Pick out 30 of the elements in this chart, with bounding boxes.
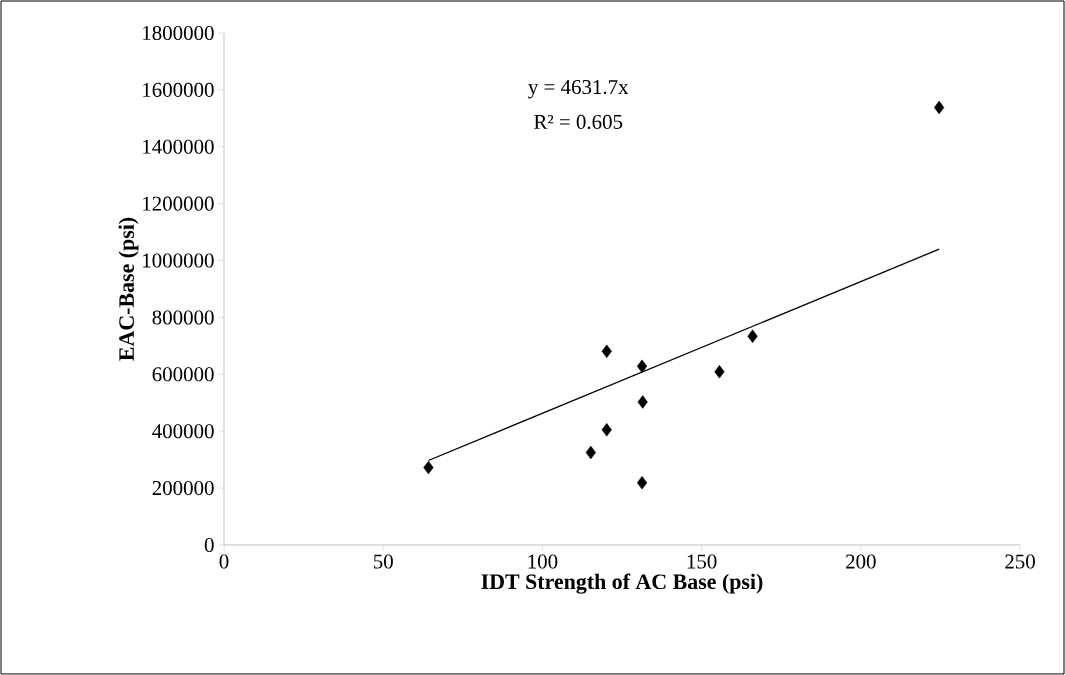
point <box>423 460 434 475</box>
point <box>714 365 725 379</box>
y-tick-label: 800000 <box>152 310 214 325</box>
point <box>585 445 596 460</box>
y-tick-label: 1400000 <box>143 139 214 154</box>
annotation: R² = 0.605 <box>534 114 623 130</box>
x-tick-label: 250 <box>1005 554 1035 569</box>
point <box>637 359 648 374</box>
point <box>747 329 758 343</box>
point <box>637 395 648 409</box>
point <box>637 475 648 490</box>
point <box>601 423 612 437</box>
x-axis-title: IDT Strength of AC Base (psi) <box>481 573 763 594</box>
y-tick-label: 1000000 <box>143 253 214 268</box>
annotation: y = 4631.7x <box>528 80 629 99</box>
x-tick-label: 200 <box>846 554 876 569</box>
x-tick-label: 0 <box>219 554 229 569</box>
y-tick-label: 1800000 <box>143 25 214 41</box>
y-tick-label: 200000 <box>152 481 214 496</box>
y-tick-label: 600000 <box>152 367 214 382</box>
x-tick-label: 50 <box>373 554 393 569</box>
y-tick-label: 0 <box>204 537 214 553</box>
y-tick-label: 1200000 <box>143 196 214 211</box>
y-tick-label: 400000 <box>152 424 214 439</box>
y-axis-title: EAC-Base (psi) <box>118 217 139 361</box>
point <box>934 100 945 115</box>
x-tick-label: 100 <box>528 554 558 569</box>
point <box>601 344 612 358</box>
x-tick-label: 150 <box>687 554 717 569</box>
y-tick-label: 1600000 <box>143 82 214 97</box>
